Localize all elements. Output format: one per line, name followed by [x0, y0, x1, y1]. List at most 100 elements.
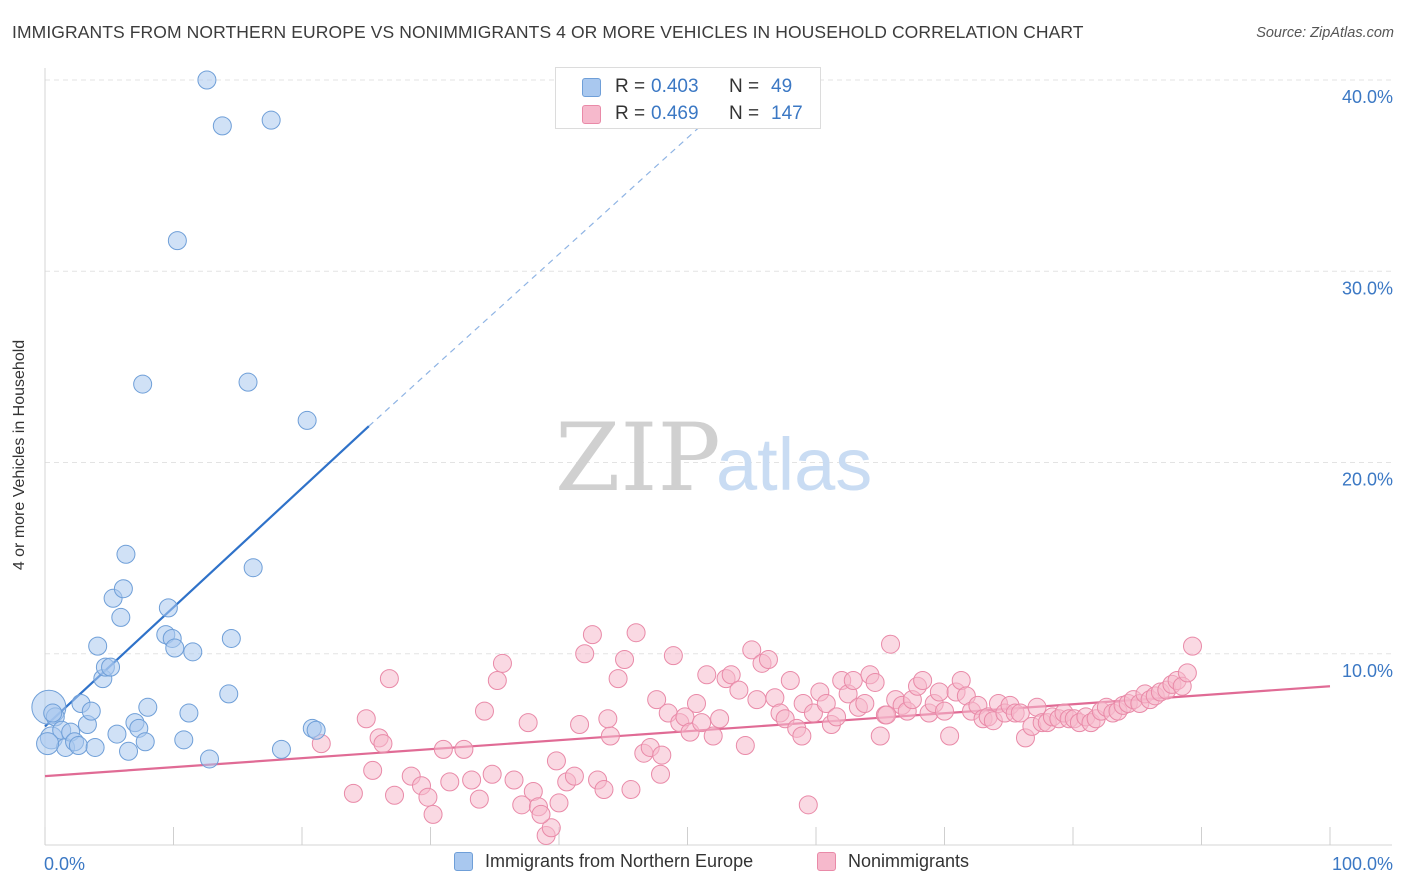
point-nonimmigrants	[929, 682, 949, 702]
point-immigrants	[306, 720, 326, 740]
point-nonimmigrants	[651, 764, 671, 784]
data-points	[31, 70, 1203, 845]
r-value: 0.403	[651, 76, 699, 97]
y-tick-label: 40.0%	[1342, 87, 1393, 107]
y-tick-label: 20.0%	[1342, 470, 1393, 490]
point-immigrants	[167, 231, 187, 251]
point-nonimmigrants	[418, 787, 438, 807]
point-nonimmigrants	[385, 785, 405, 805]
point-nonimmigrants	[549, 793, 569, 813]
r-label: R =	[615, 103, 646, 124]
point-nonimmigrants	[608, 669, 628, 689]
point-immigrants	[107, 724, 127, 744]
point-nonimmigrants	[1183, 636, 1203, 656]
point-immigrants	[238, 372, 258, 392]
point-immigrants	[116, 544, 136, 564]
point-immigrants	[243, 558, 263, 578]
point-nonimmigrants	[594, 780, 614, 800]
legend-item-nonimmigrants[interactable]: Nonimmigrants	[817, 851, 969, 872]
stats-legend: R = 0.403 N = 49 R = 0.469 N = 147	[555, 67, 821, 129]
point-immigrants	[165, 638, 185, 658]
point-nonimmigrants	[564, 766, 584, 786]
point-nonimmigrants	[363, 760, 383, 780]
point-immigrants	[221, 628, 241, 648]
point-nonimmigrants	[462, 770, 482, 790]
point-immigrants	[197, 70, 217, 90]
point-nonimmigrants	[703, 726, 723, 746]
r-value: 0.469	[651, 103, 699, 124]
point-nonimmigrants	[710, 709, 730, 729]
y-tick-label: 10.0%	[1342, 661, 1393, 681]
x-tick-label: 0.0%	[44, 854, 85, 874]
point-nonimmigrants	[356, 709, 376, 729]
point-nonimmigrants	[663, 646, 683, 666]
point-nonimmigrants	[598, 709, 618, 729]
point-immigrants	[212, 116, 232, 136]
point-nonimmigrants	[1010, 703, 1030, 723]
point-nonimmigrants	[482, 764, 502, 784]
watermark-zip: ZIP	[555, 404, 721, 513]
point-nonimmigrants	[546, 751, 566, 771]
point-nonimmigrants	[870, 726, 890, 746]
point-nonimmigrants	[816, 693, 836, 713]
point-immigrants	[113, 579, 133, 599]
point-nonimmigrants	[792, 726, 812, 746]
watermark: ZIP atlas	[555, 404, 872, 513]
point-nonimmigrants	[433, 739, 453, 759]
point-nonimmigrants	[747, 690, 767, 710]
point-nonimmigrants	[742, 640, 762, 660]
watermark-atlas: atlas	[716, 423, 872, 506]
point-nonimmigrants	[652, 745, 672, 765]
x-tick-labels: 0.0% 100.0%	[44, 854, 1393, 874]
point-nonimmigrants	[487, 671, 507, 691]
legend-label-nonimmigrants: Nonimmigrants	[848, 851, 970, 871]
point-nonimmigrants	[913, 671, 933, 691]
point-nonimmigrants	[575, 644, 595, 664]
chart-title: IMMIGRANTS FROM NORTHERN EUROPE VS NONIM…	[12, 22, 1084, 42]
point-nonimmigrants	[492, 653, 512, 673]
point-nonimmigrants	[686, 693, 706, 713]
y-axis-label: 4 or more Vehicles in Household	[11, 339, 28, 571]
n-label: N =	[729, 76, 760, 97]
point-nonimmigrants	[600, 726, 620, 746]
point-immigrants	[101, 657, 121, 677]
trend-line-immigrants-extension	[368, 121, 706, 427]
n-value: 147	[771, 103, 803, 124]
point-nonimmigrants	[843, 671, 863, 691]
point-immigrants	[88, 636, 108, 656]
point-nonimmigrants	[469, 789, 489, 809]
point-immigrants	[174, 730, 194, 750]
point-nonimmigrants	[647, 690, 667, 710]
point-nonimmigrants	[504, 770, 524, 790]
point-nonimmigrants	[803, 703, 823, 723]
point-immigrants	[158, 598, 178, 618]
stats-row-immigrants: R = 0.403 N = 49	[556, 73, 792, 101]
point-nonimmigrants	[440, 772, 460, 792]
point-nonimmigrants	[798, 795, 818, 815]
point-nonimmigrants	[373, 734, 393, 754]
point-nonimmigrants	[865, 672, 885, 692]
point-nonimmigrants	[531, 804, 551, 824]
point-nonimmigrants	[780, 671, 800, 691]
r-label: R =	[615, 76, 646, 97]
stats-swatch-nonimmigrants	[582, 104, 601, 124]
point-nonimmigrants	[692, 713, 712, 733]
point-immigrants	[43, 703, 63, 723]
point-nonimmigrants	[454, 739, 474, 759]
point-immigrants	[138, 697, 158, 717]
point-nonimmigrants	[935, 701, 954, 721]
point-nonimmigrants	[541, 818, 561, 838]
x-tick-label: 100.0%	[1332, 854, 1393, 874]
stats-row-nonimmigrants: R = 0.469 N = 147	[556, 100, 803, 128]
point-immigrants	[179, 703, 199, 723]
point-nonimmigrants	[877, 705, 897, 725]
point-nonimmigrants	[1177, 663, 1197, 683]
point-nonimmigrants	[626, 623, 646, 643]
n-label: N =	[729, 103, 760, 124]
legend-swatch-nonimmigrants	[817, 852, 836, 871]
point-immigrants	[135, 732, 155, 752]
point-immigrants	[219, 684, 239, 704]
source-label: Source: ZipAtlas.com	[1256, 25, 1394, 41]
legend-item-immigrants[interactable]: Immigrants from Northern Europe	[454, 851, 753, 872]
